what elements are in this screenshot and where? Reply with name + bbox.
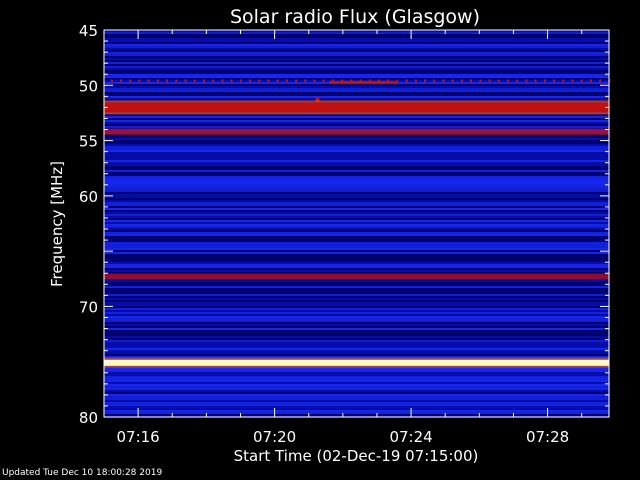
y-tick-label: 50 [79,77,98,95]
y-axis: 45 50 55 60 70 80 [79,22,609,427]
band-dot [295,79,298,83]
y-tick-label: 60 [79,188,98,206]
band-dot [221,79,224,83]
band-dot [129,79,132,83]
band-dot [451,79,454,83]
band-dot [562,79,565,83]
band-dot [212,79,215,83]
band-dot [156,79,159,83]
updated-timestamp: Updated Tue Dec 10 18:00:28 2019 [2,468,163,478]
x-tick-label: 07:28 [526,428,569,446]
band-dot [147,79,150,83]
band-dot [460,79,463,83]
y-tick-label: 55 [79,133,98,151]
chart-title: Solar radio Flux (Glasgow) [230,6,480,28]
band-dot [525,79,528,83]
plot-area [103,29,611,418]
band-dot [414,79,417,83]
band-dot [571,79,574,83]
band-dot [506,79,509,83]
band-dot [442,79,445,83]
band-dot [276,79,279,83]
plot-frame [103,29,610,418]
x-tick-label: 07:20 [253,428,296,446]
band-dot [553,79,556,83]
band-dot [267,79,270,83]
band-dot [313,79,316,83]
band-dot [202,79,205,83]
y-axis-label: Frequency [MHz] [48,161,66,287]
band-dot [230,79,233,83]
band-dot [239,79,242,83]
band-moderate [104,273,609,280]
band-dot [110,79,113,83]
y-tick-label: 80 [79,409,98,427]
band-dot [424,79,427,83]
x-tick-label: 07:16 [117,428,160,446]
band-dot [193,79,196,83]
band-dot [138,79,141,83]
band-dot [479,79,482,83]
x-axis-label: Start Time (02-Dec-19 07:15:00) [234,447,479,465]
band-dot [184,79,187,83]
band-dot [249,79,252,83]
band-dot [433,79,436,83]
y-tick-label: 45 [79,22,98,40]
band-dot [166,79,169,83]
band-dot [120,79,123,83]
band-dot [497,79,500,83]
band-strong [104,102,609,113]
x-tick-label: 07:24 [389,428,432,446]
band-dot [175,79,178,83]
band-dot [543,79,546,83]
band-dot [258,79,261,83]
band-segment [329,80,398,84]
y-tick-label: 70 [79,298,98,316]
band-dot [534,79,537,83]
band-dot [470,79,473,83]
band-dot [589,79,592,83]
band-dot [304,79,307,83]
band-dot [322,79,325,83]
band-dot [488,79,491,83]
band-dot [580,79,583,83]
band-dot [516,79,519,83]
band-strong [104,359,609,366]
band-dot [405,79,408,83]
band-dot [285,79,288,83]
band-moderate [104,128,609,135]
x-axis: 07:16 07:20 07:24 07:28 [103,30,583,446]
band-point [315,97,320,102]
band-dot [599,79,602,83]
